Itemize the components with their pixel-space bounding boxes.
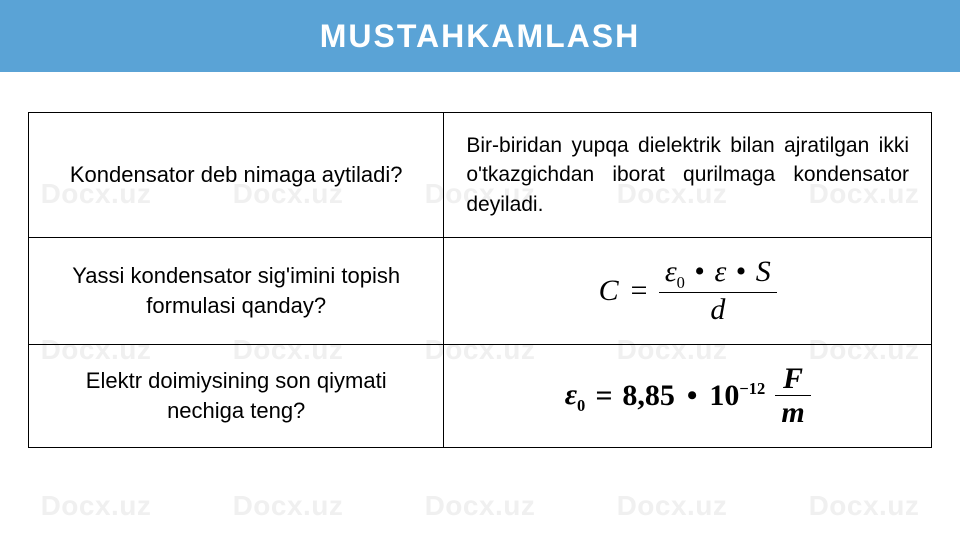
subscript-zero: 0 xyxy=(577,396,585,415)
formula-lhs: C xyxy=(599,270,619,312)
fraction-numerator: ε0 • ε • S xyxy=(659,256,777,291)
watermark-text: Docx.uz xyxy=(809,490,920,522)
question-cell: Yassi kondensator sig'imini topish formu… xyxy=(29,238,444,345)
fraction-denominator: d xyxy=(704,294,731,326)
answer-cell: Bir-biridan yupqa dielektrik bilan ajrat… xyxy=(444,113,932,238)
unit-fraction: F m xyxy=(775,363,810,429)
slide-content: Kondensator deb nimaga aytiladi? Bir-bir… xyxy=(0,72,960,448)
watermark-row: Docx.uz Docx.uz Docx.uz Docx.uz Docx.uz xyxy=(0,490,960,522)
area-symbol: S xyxy=(756,255,771,288)
answer-cell-formula: C = ε0 • ε • S d xyxy=(444,238,932,345)
slide-header: MUSTAHKAMLASH xyxy=(0,0,960,72)
capacitance-formula: C = ε0 • ε • S d xyxy=(599,256,777,326)
watermark-text: Docx.uz xyxy=(233,490,344,522)
answer-cell-formula: ε0 = 8,85 • 10−12 F m xyxy=(444,344,932,447)
watermark-text: Docx.uz xyxy=(41,490,152,522)
watermark-text: Docx.uz xyxy=(425,490,536,522)
subscript-zero: 0 xyxy=(677,273,685,292)
question-cell: Kondensator deb nimaga aytiladi? xyxy=(29,113,444,238)
watermark-text: Docx.uz xyxy=(617,490,728,522)
epsilon-symbol: ε0 xyxy=(565,374,586,417)
dot-operator: • xyxy=(734,255,749,288)
qa-table: Kondensator deb nimaga aytiladi? Bir-bir… xyxy=(28,112,932,448)
table-row: Yassi kondensator sig'imini topish formu… xyxy=(29,238,932,345)
fraction: ε0 • ε • S d xyxy=(659,256,777,326)
table-row: Elektr doimiysining son qiymati nechiga … xyxy=(29,344,932,447)
unit-numerator: F xyxy=(777,363,809,395)
epsilon-symbol: ε xyxy=(665,255,677,288)
unit-denominator: m xyxy=(775,397,810,429)
slide-title: MUSTAHKAMLASH xyxy=(320,18,640,55)
power-of-ten: 10−12 xyxy=(709,375,765,417)
dot-operator: • xyxy=(692,255,707,288)
dot-operator: • xyxy=(685,375,700,417)
table-row: Kondensator deb nimaga aytiladi? Bir-bir… xyxy=(29,113,932,238)
coefficient: 8,85 xyxy=(622,375,675,417)
exponent: −12 xyxy=(739,379,765,398)
epsilon0-value-formula: ε0 = 8,85 • 10−12 F m xyxy=(565,363,811,429)
equals-sign: = xyxy=(595,375,612,417)
equals-sign: = xyxy=(629,270,649,312)
question-cell: Elektr doimiysining son qiymati nechiga … xyxy=(29,344,444,447)
epsilon-symbol: ε xyxy=(714,255,726,288)
